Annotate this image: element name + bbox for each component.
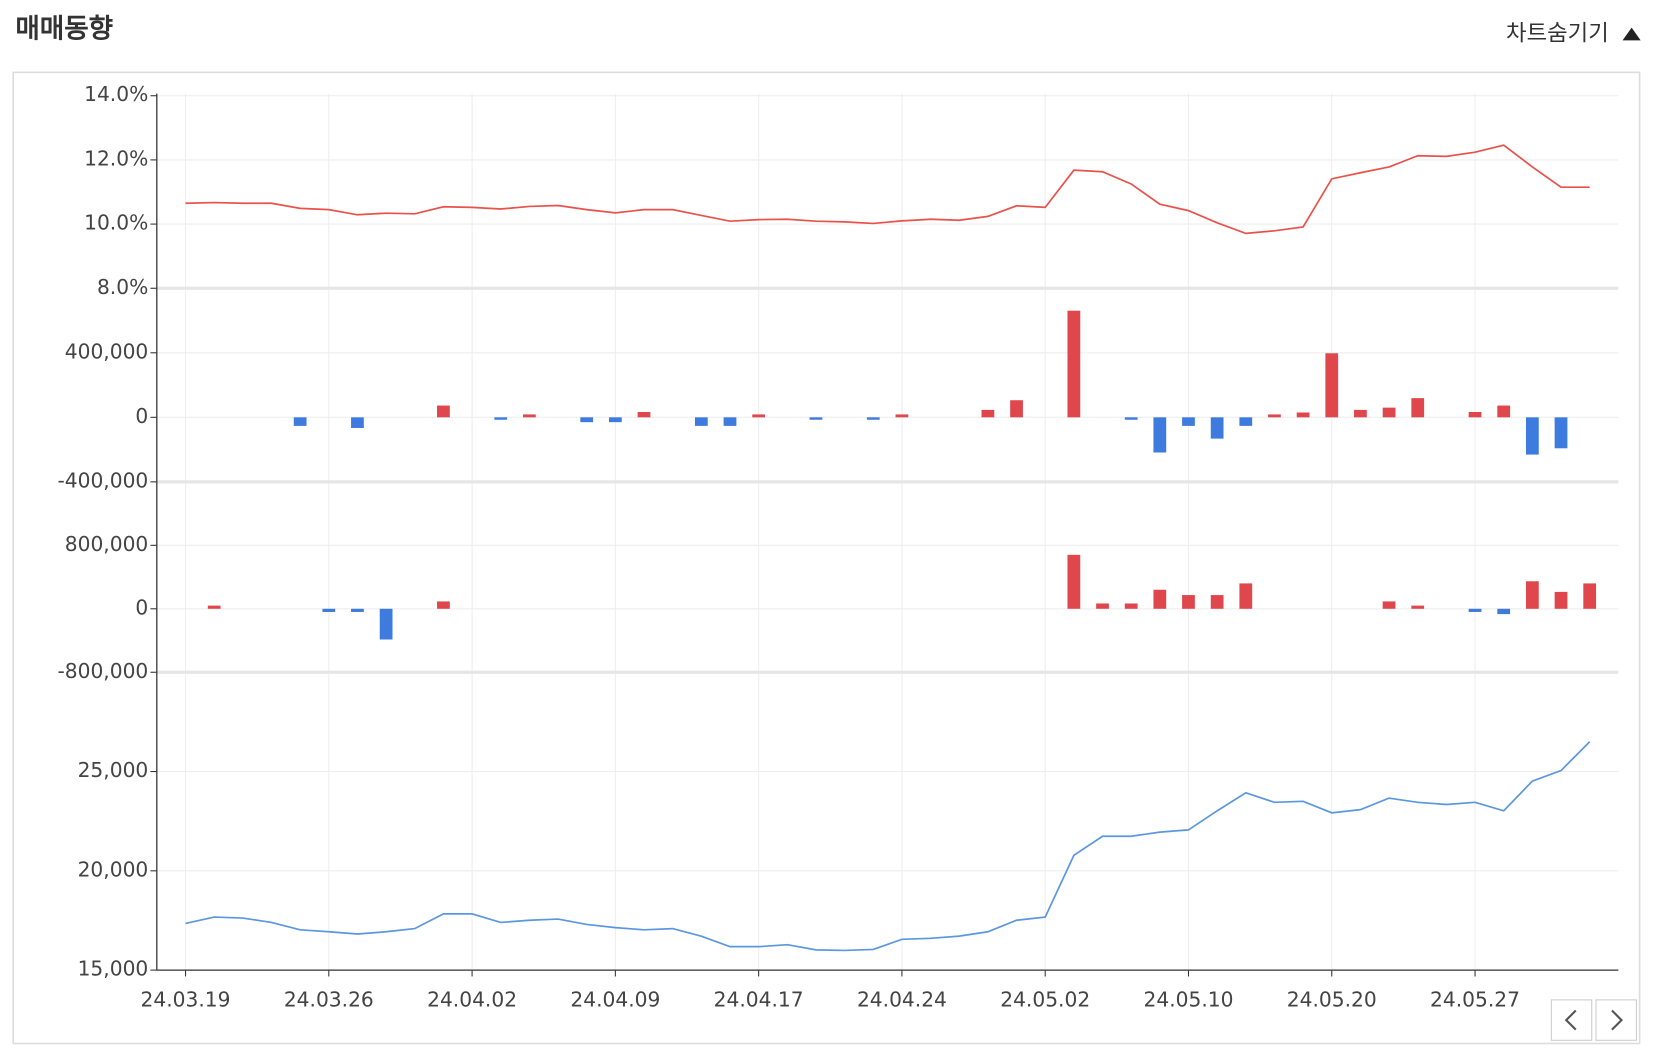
bar — [1525, 581, 1539, 609]
x-tick-label: 24.04.24 — [857, 987, 947, 1011]
bar — [437, 601, 450, 609]
prev-button[interactable] — [1550, 999, 1593, 1041]
bar — [1497, 405, 1511, 418]
toggle-icon[interactable] — [1622, 27, 1641, 41]
bar — [580, 417, 594, 423]
bar — [1182, 595, 1195, 609]
bar — [1525, 417, 1539, 455]
y-tick-label: 15,000 — [78, 957, 149, 981]
bar — [379, 608, 393, 640]
bar — [1411, 398, 1425, 418]
bar — [1583, 583, 1597, 609]
bar — [895, 414, 909, 418]
y-tick-label: 0 — [135, 404, 148, 428]
bar — [723, 417, 737, 426]
bar — [1210, 417, 1224, 439]
bar — [608, 417, 622, 423]
bar — [1411, 605, 1425, 609]
bar — [1325, 353, 1339, 418]
bar — [1067, 310, 1081, 418]
bar — [637, 412, 651, 418]
bar — [1067, 554, 1081, 609]
x-tick-label: 24.04.09 — [570, 987, 660, 1011]
bar — [1153, 589, 1167, 609]
bar — [322, 608, 336, 612]
bar — [523, 414, 536, 418]
bar — [351, 417, 364, 428]
bar — [494, 417, 508, 420]
y-tick-label: 10.0% — [84, 211, 148, 235]
data-line — [185, 741, 1591, 952]
x-tick-label: 24.05.20 — [1287, 987, 1377, 1011]
bar — [1096, 603, 1109, 609]
y-tick-label: 8.0% — [97, 275, 148, 299]
y-tick-label: 25,000 — [78, 758, 149, 782]
bar — [1468, 608, 1482, 612]
bar — [1182, 417, 1195, 426]
bar — [351, 608, 364, 612]
toggle-label[interactable]: 차트숨기기 — [1506, 21, 1609, 47]
bar — [752, 414, 766, 418]
bar — [1296, 412, 1310, 418]
plot-area: 24.03.19 24.03.26 24.04.02 24.04.09 24.04.17… — [57, 82, 1619, 1011]
y-tick-label: 800,000 — [65, 532, 149, 556]
x-tick-label: 24.04.02 — [427, 987, 517, 1011]
bar — [207, 605, 221, 609]
bar — [1153, 417, 1167, 453]
y-tick-label: 12.0% — [84, 146, 148, 170]
x-tick-label: 24.05.10 — [1144, 987, 1234, 1011]
y-tick-label: 400,000 — [65, 339, 149, 363]
x-tick-label: 24.03.26 — [284, 987, 374, 1011]
prev-icon[interactable] — [1564, 1009, 1577, 1031]
bar — [1124, 417, 1138, 420]
x-tick-label: 24.05.02 — [1000, 987, 1090, 1011]
bar — [437, 405, 450, 418]
bar — [694, 417, 708, 426]
x-tick-label: 24.03.19 — [141, 987, 231, 1011]
y-tick-label: 14.0% — [84, 82, 148, 106]
bar — [1554, 591, 1568, 609]
bar — [1354, 409, 1367, 418]
chart-frame — [12, 71, 1641, 1045]
bar — [1468, 412, 1482, 418]
bar — [1497, 608, 1511, 615]
bar — [1382, 601, 1396, 609]
y-tick-label: -400,000 — [57, 468, 148, 492]
y-tick-label: 0 — [135, 595, 148, 619]
y-tick-label: 20,000 — [78, 857, 149, 881]
bar — [1239, 583, 1253, 609]
bar — [293, 417, 307, 426]
bar — [1124, 603, 1138, 609]
prev-box[interactable] — [1550, 999, 1593, 1041]
bar — [1554, 417, 1568, 449]
bar — [866, 417, 880, 420]
bar — [981, 409, 995, 418]
x-tick-label: 24.04.17 — [714, 987, 804, 1011]
next-button[interactable] — [1595, 999, 1637, 1041]
next-icon[interactable] — [1611, 1009, 1624, 1031]
bar — [809, 417, 823, 420]
bar — [1382, 407, 1396, 418]
page-title: 매매동향 — [15, 13, 113, 44]
x-tick-label: 24.05.27 — [1430, 987, 1520, 1011]
next-box[interactable] — [1595, 999, 1637, 1041]
bar — [1268, 414, 1281, 418]
data-line — [185, 144, 1590, 235]
y-tick-label: -800,000 — [57, 659, 148, 683]
toggle-button[interactable]: 차트숨기기 — [1506, 21, 1641, 47]
bar — [1239, 417, 1253, 426]
bar — [1210, 595, 1224, 609]
bar — [1010, 400, 1023, 418]
